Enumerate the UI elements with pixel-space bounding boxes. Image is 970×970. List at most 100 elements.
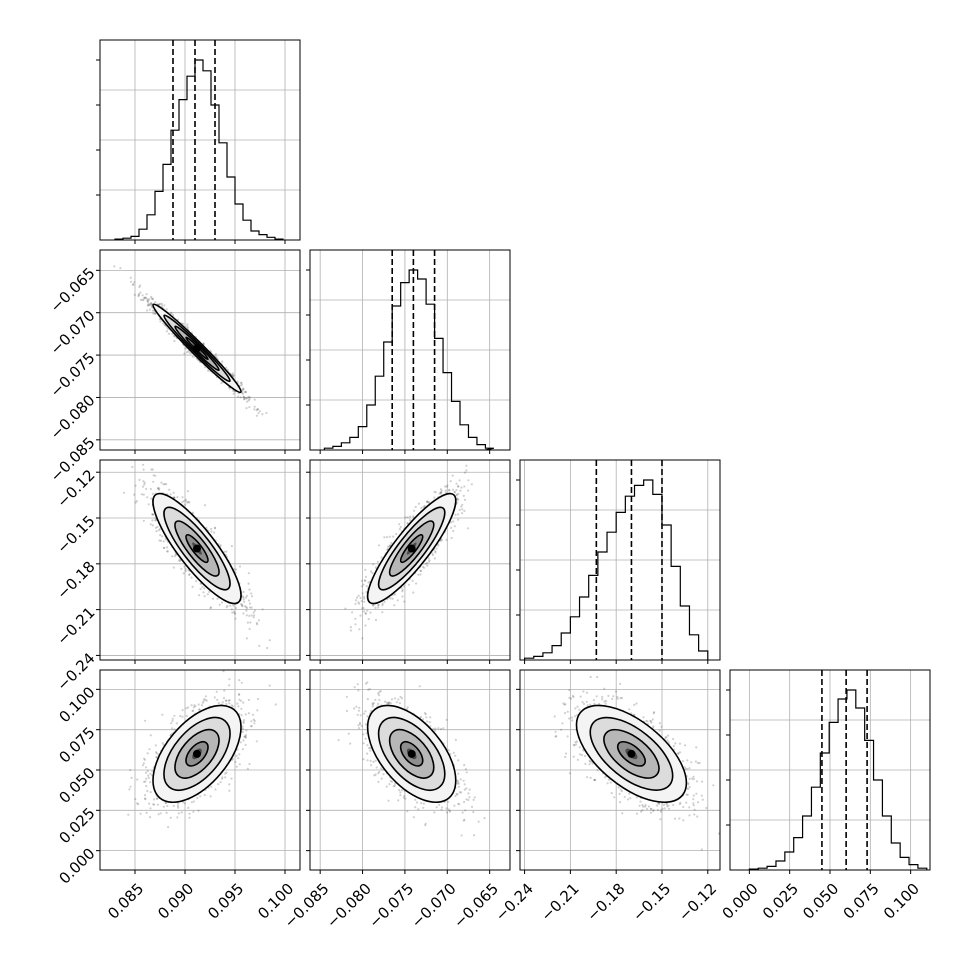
sample-point xyxy=(250,606,253,609)
sample-point xyxy=(162,546,165,549)
sample-point xyxy=(398,523,401,526)
sample-point xyxy=(461,511,464,515)
histogram-steps xyxy=(114,59,284,240)
sample-point xyxy=(354,623,357,626)
sample-point xyxy=(242,596,245,599)
sample-point xyxy=(455,493,459,496)
sample-point xyxy=(232,604,235,607)
sample-point xyxy=(151,519,154,522)
sample-point xyxy=(146,304,149,307)
sample-point xyxy=(230,608,233,611)
histogram-steps xyxy=(748,689,928,870)
sample-point xyxy=(417,502,420,505)
sample-point xyxy=(367,581,370,584)
sample-point xyxy=(401,595,404,598)
sample-point xyxy=(456,501,459,504)
histogram-panel-3 xyxy=(730,670,930,870)
sample-point xyxy=(181,496,184,499)
sample-point xyxy=(220,601,224,604)
sample-point xyxy=(245,397,248,400)
sample-point xyxy=(456,498,459,501)
sample-point xyxy=(202,342,205,345)
sample-point xyxy=(241,388,244,391)
sample-point xyxy=(165,308,168,311)
sample-point xyxy=(203,504,207,507)
sample-point xyxy=(426,500,429,503)
sample-point xyxy=(377,606,380,609)
sample-point xyxy=(154,526,158,529)
sample-point xyxy=(359,596,362,600)
sample-point xyxy=(245,594,248,597)
sample-point xyxy=(232,375,235,378)
sample-point xyxy=(361,637,364,640)
sample-point xyxy=(257,619,260,622)
sample-point xyxy=(412,515,415,518)
sample-point xyxy=(188,573,191,576)
sample-point xyxy=(364,612,367,615)
sample-point xyxy=(241,605,244,608)
sample-point xyxy=(434,491,437,494)
sample-point xyxy=(356,596,359,599)
sample-point xyxy=(372,603,375,607)
sample-point xyxy=(245,609,248,612)
sample-point xyxy=(244,596,247,599)
sample-point xyxy=(142,480,145,483)
sample-point xyxy=(240,381,243,384)
sample-point xyxy=(170,312,173,315)
sample-point xyxy=(214,353,218,356)
sample-point xyxy=(460,486,463,489)
sample-point xyxy=(143,483,146,486)
sample-point xyxy=(265,411,268,415)
scatter-panel-2-0 xyxy=(100,460,300,660)
sample-point xyxy=(210,527,213,531)
sample-point xyxy=(152,474,155,477)
sample-point xyxy=(450,526,453,530)
sample-point xyxy=(243,390,246,393)
sample-point xyxy=(451,488,455,491)
sample-point xyxy=(152,312,155,315)
sample-point xyxy=(369,570,373,573)
sample-point xyxy=(199,582,202,585)
sample-point xyxy=(261,608,264,611)
sample-point xyxy=(165,483,168,486)
sample-point xyxy=(349,629,352,632)
sample-point xyxy=(244,605,247,608)
sample-point xyxy=(131,465,134,469)
sample-point xyxy=(232,389,235,392)
sample-point xyxy=(434,550,437,553)
sample-point xyxy=(191,585,194,589)
sample-point xyxy=(423,504,426,507)
sample-point xyxy=(369,611,372,614)
sample-point xyxy=(240,382,243,385)
sample-point xyxy=(213,531,216,534)
scatter-panel-1-0 xyxy=(100,250,300,450)
sample-point xyxy=(189,352,192,355)
sample-point xyxy=(150,297,153,300)
sample-point xyxy=(209,606,213,609)
sample-point xyxy=(184,567,187,571)
density-max-marker xyxy=(193,344,201,353)
sample-point xyxy=(142,463,145,466)
sample-point xyxy=(149,523,152,526)
sample-point xyxy=(360,585,363,588)
sample-point xyxy=(169,493,172,496)
sample-point xyxy=(440,491,443,494)
sample-point xyxy=(458,479,461,482)
sample-point xyxy=(253,398,256,401)
sample-point xyxy=(360,579,363,583)
sample-point xyxy=(151,524,154,527)
sample-point xyxy=(245,606,248,609)
sample-point xyxy=(160,302,163,306)
sample-point xyxy=(438,492,441,495)
sample-point xyxy=(154,301,157,304)
sample-point xyxy=(261,413,264,416)
sample-point xyxy=(455,482,458,485)
sample-point xyxy=(417,573,420,576)
sample-point xyxy=(142,468,145,471)
sample-point xyxy=(457,498,460,501)
sample-point xyxy=(144,296,148,299)
sample-point xyxy=(457,513,460,516)
sample-point xyxy=(246,621,249,624)
sample-point xyxy=(371,571,374,575)
